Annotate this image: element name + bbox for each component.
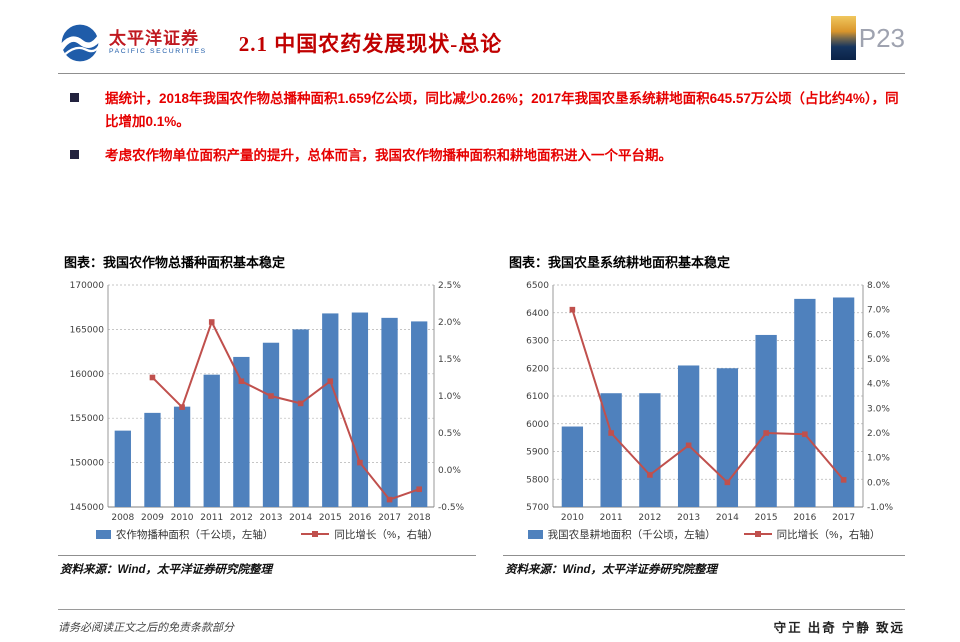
source-note: 资料来源：Wind，太平洋证券研究院整理 — [503, 554, 905, 577]
legend-label: 我国农垦耕地面积（千公顷，左轴） — [547, 528, 716, 541]
bar-swatch-icon — [95, 529, 111, 539]
svg-text:6.0%: 6.0% — [867, 330, 890, 340]
svg-text:2008: 2008 — [111, 513, 134, 523]
svg-text:2014: 2014 — [289, 513, 312, 523]
svg-text:145000: 145000 — [70, 503, 105, 513]
svg-text:2.0%: 2.0% — [867, 429, 890, 439]
svg-text:2018: 2018 — [408, 513, 431, 523]
svg-text:6500: 6500 — [526, 281, 549, 291]
svg-text:5900: 5900 — [526, 447, 549, 457]
page-badge: P23 — [830, 16, 905, 60]
motto-text: 守正 出奇 宁静 致远 — [773, 621, 905, 635]
crop-sown-area-chart: 145000 150000 155000 160000 165000 170000 -0.5… — [58, 275, 476, 527]
charts-row: 图表：我国农作物总播种面积基本稳定 145000 150000 155000 1600… — [58, 252, 905, 577]
svg-text:155000: 155000 — [70, 414, 105, 424]
svg-text:2.5%: 2.5% — [438, 281, 461, 291]
key-points: 据统计，2018年我国农作物总播种面积1.659亿公顷，同比减少0.26%；20… — [58, 87, 905, 168]
svg-text:2016: 2016 — [793, 513, 816, 523]
svg-text:6100: 6100 — [526, 392, 549, 402]
chart-title: 图表：我国农作物总播种面积基本稳定 — [64, 254, 286, 270]
state-farm-area-chart: 5700 5800 5900 6000 6100 6200 6300 6400 6500 -1.0… — [503, 275, 905, 527]
svg-text:165000: 165000 — [70, 325, 105, 335]
svg-text:2010: 2010 — [171, 513, 194, 523]
svg-text:4.0%: 4.0% — [867, 379, 890, 389]
svg-text:-0.5%: -0.5% — [438, 503, 465, 513]
page-title: 2.1 中国农药发展现状-总论 — [238, 31, 503, 56]
legend-label: 同比增长（%，右轴） — [334, 528, 439, 541]
chart-legend: 农作物播种面积（千公顷，左轴） 同比增长（%，右轴） — [58, 527, 476, 542]
bullet-item: 据统计，2018年我国农作物总播种面积1.659亿公顷，同比减少0.26%；20… — [58, 87, 905, 133]
svg-text:160000: 160000 — [70, 369, 105, 379]
svg-text:5.0%: 5.0% — [867, 355, 890, 365]
disclaimer-text: 请务必阅读正文之后的免责条款部分 — [58, 621, 234, 634]
svg-text:2012: 2012 — [638, 513, 661, 523]
legend-label: 同比增长（%，右轴） — [776, 528, 881, 541]
legend-label: 农作物播种面积（千公顷，左轴） — [115, 528, 274, 541]
brand: 太平洋证券 PACIFIC SECURITIES — [58, 21, 207, 65]
svg-text:5800: 5800 — [526, 475, 549, 485]
line-swatch-icon — [743, 531, 772, 538]
bullet-text: 据统计，2018年我国农作物总播种面积1.659亿公顷，同比减少0.26%；20… — [105, 91, 899, 130]
svg-text:2016: 2016 — [348, 513, 371, 523]
legend-item-bar: 我国农垦耕地面积（千公顷，左轴） — [527, 527, 716, 542]
brand-name-en: PACIFIC SECURITIES — [109, 48, 207, 56]
chart-legend: 我国农垦耕地面积（千公顷，左轴） 同比增长（%，右轴） — [503, 527, 905, 542]
line-swatch-icon — [301, 531, 330, 538]
square-bullet-icon — [70, 93, 79, 102]
svg-text:-1.0%: -1.0% — [867, 503, 894, 513]
bullet-text: 考虑农作物单位面积产量的提升，总体而言，我国农作物播种面积和耕地面积进入一个平台… — [105, 148, 672, 164]
svg-text:7.0%: 7.0% — [867, 305, 890, 315]
svg-text:2015: 2015 — [319, 513, 342, 523]
svg-text:1.0%: 1.0% — [867, 453, 890, 463]
svg-text:6200: 6200 — [526, 364, 549, 374]
svg-text:2011: 2011 — [600, 513, 623, 523]
bullet-item: 考虑农作物单位面积产量的提升，总体而言，我国农作物播种面积和耕地面积进入一个平台… — [58, 144, 905, 167]
svg-text:170000: 170000 — [70, 281, 105, 291]
svg-text:2.0%: 2.0% — [438, 318, 461, 328]
svg-text:150000: 150000 — [70, 458, 105, 468]
legend-item-line: 同比增长（%，右轴） — [301, 527, 438, 542]
svg-text:1.5%: 1.5% — [438, 355, 461, 365]
svg-text:0.0%: 0.0% — [438, 466, 461, 476]
svg-text:2013: 2013 — [260, 513, 283, 523]
svg-text:2009: 2009 — [141, 513, 164, 523]
svg-text:6000: 6000 — [526, 419, 549, 429]
bar-swatch-icon — [527, 529, 543, 539]
svg-text:5700: 5700 — [526, 503, 549, 513]
svg-text:2014: 2014 — [716, 513, 739, 523]
svg-text:6400: 6400 — [526, 308, 549, 318]
svg-text:1.0%: 1.0% — [438, 392, 461, 402]
svg-text:2011: 2011 — [200, 513, 223, 523]
svg-text:8.0%: 8.0% — [867, 281, 890, 291]
source-note: 资料来源：Wind，太平洋证券研究院整理 — [58, 554, 476, 577]
svg-text:2012: 2012 — [230, 513, 253, 523]
svg-text:6300: 6300 — [526, 336, 549, 346]
svg-text:2013: 2013 — [677, 513, 700, 523]
decorative-thumbnail-image — [830, 16, 856, 60]
legend-item-bar: 农作物播种面积（千公顷，左轴） — [95, 527, 274, 542]
svg-text:0.0%: 0.0% — [867, 478, 890, 488]
legend-item-line: 同比增长（%，右轴） — [743, 527, 881, 542]
square-bullet-icon — [70, 150, 79, 160]
brand-name-cn: 太平洋证券 — [109, 28, 199, 48]
page-number: P23 — [858, 23, 905, 53]
brand-text: 太平洋证券 PACIFIC SECURITIES — [109, 29, 207, 56]
slide-header: 太平洋证券 PACIFIC SECURITIES 2.1 中国农药发展现状-总论… — [58, 12, 905, 74]
svg-text:2010: 2010 — [561, 513, 584, 523]
svg-text:2017: 2017 — [832, 513, 855, 523]
slide-footer: 请务必阅读正文之后的免责条款部分 守正 出奇 宁静 致远 — [58, 609, 905, 636]
pacific-securities-logo-icon — [58, 24, 102, 61]
chart-title: 图表：我国农垦系统耕地面积基本稳定 — [509, 254, 731, 270]
svg-text:2017: 2017 — [378, 513, 401, 523]
svg-text:0.5%: 0.5% — [438, 429, 461, 439]
state-farm-area-section: 图表：我国农垦系统耕地面积基本稳定 5700 5800 5900 6000 6100 62… — [503, 252, 905, 577]
svg-text:3.0%: 3.0% — [867, 404, 890, 414]
crop-sown-area-section: 图表：我国农作物总播种面积基本稳定 145000 150000 155000 1600… — [58, 252, 476, 577]
svg-text:2015: 2015 — [755, 513, 778, 523]
